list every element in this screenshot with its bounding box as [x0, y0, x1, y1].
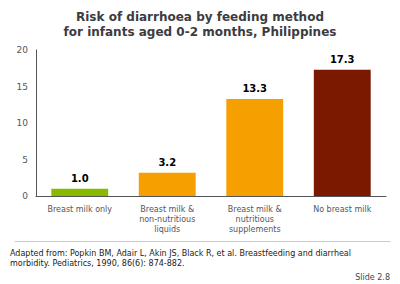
svg-text:17.3: 17.3: [330, 54, 355, 65]
svg-text:Breast milk &: Breast milk &: [228, 205, 282, 214]
svg-text:Risk of diarrhoea by feeding m: Risk of diarrhoea by feeding method: [76, 10, 324, 24]
svg-text:for infants aged 0-2 months, P: for infants aged 0-2 months, Philippines: [64, 25, 337, 39]
svg-text:nutritious: nutritious: [236, 215, 274, 224]
svg-text:Breast milk only: Breast milk only: [47, 205, 112, 214]
svg-text:1.0: 1.0: [71, 173, 89, 184]
svg-text:Slide 2.8: Slide 2.8: [355, 273, 390, 282]
svg-text:15: 15: [17, 82, 28, 92]
svg-text:morbidity. Pediatrics, 1990, 8: morbidity. Pediatrics, 1990, 86(6): 874-…: [10, 259, 185, 268]
svg-text:13.3: 13.3: [242, 83, 267, 94]
svg-text:10: 10: [17, 118, 29, 128]
svg-text:supplements: supplements: [229, 225, 281, 234]
svg-text:0: 0: [22, 191, 28, 201]
svg-text:Adapted from: Popkin BM, Adair: Adapted from: Popkin BM, Adair L, Akin J…: [10, 249, 351, 258]
svg-text:5: 5: [22, 155, 28, 165]
svg-text:3.2: 3.2: [158, 157, 176, 168]
svg-text:non-nutritious: non-nutritious: [139, 215, 195, 224]
svg-text:liquids: liquids: [154, 225, 180, 234]
svg-text:No breast milk: No breast milk: [313, 205, 372, 214]
svg-text:Breast milk &: Breast milk &: [140, 205, 194, 214]
svg-text:20: 20: [17, 45, 29, 55]
